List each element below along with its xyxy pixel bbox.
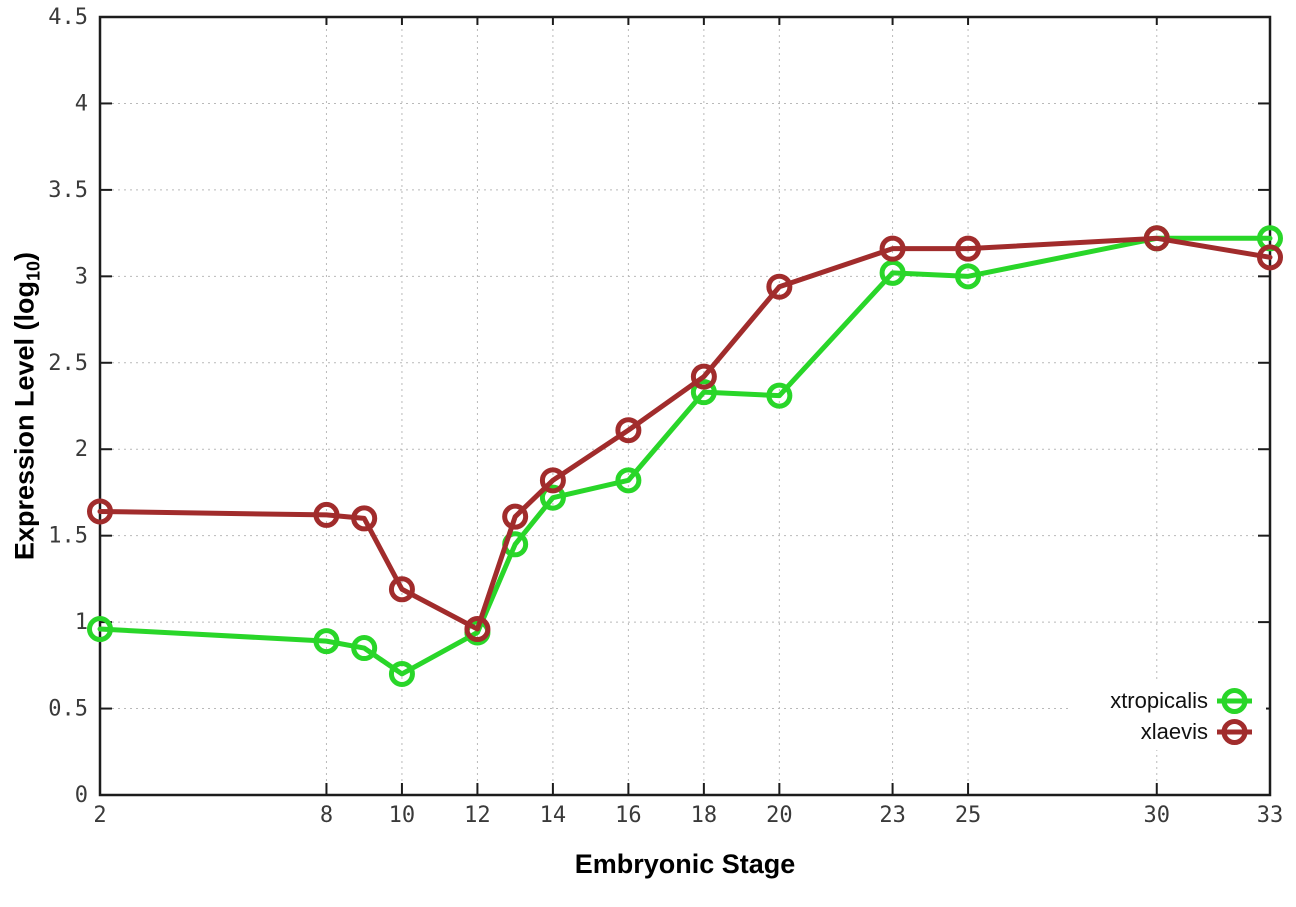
series-xtropicalis [87, 225, 1283, 687]
data-point-xlaevis [690, 363, 717, 390]
x-tick-label: 33 [1257, 803, 1284, 828]
x-tick-label: 12 [464, 803, 491, 828]
data-point-xlaevis [87, 498, 113, 525]
y-tick-label: 3 [75, 264, 88, 289]
legend-point-sample-xtropicalis [1221, 688, 1248, 714]
data-point-xtropicalis [955, 263, 982, 290]
x-tick-label: 8 [320, 803, 333, 828]
x-tick-label: 20 [766, 803, 793, 828]
data-point-xlaevis [539, 467, 566, 494]
data-point-xlaevis [879, 235, 906, 262]
data-point-xlaevis [766, 273, 793, 300]
plot-border [98, 15, 1272, 797]
x-tick-label: 2 [93, 803, 106, 828]
x-tick-label: 14 [540, 803, 567, 828]
y-tick-label: 4 [75, 91, 88, 116]
y-axis-title: Expression Level (log10) [9, 252, 44, 560]
data-point-xlaevis [615, 417, 642, 444]
data-point-xlaevis [351, 505, 378, 532]
data-point-xtropicalis [615, 467, 642, 494]
y-axis-title-text: Expression Level (log [9, 280, 40, 561]
y-tick-label: 0 [75, 783, 88, 808]
data-point-xlaevis [1257, 244, 1283, 271]
data-point-xtropicalis [87, 616, 113, 643]
data-point-xlaevis [502, 503, 529, 530]
data-point-xtropicalis [766, 382, 793, 409]
x-axis-title: Embryonic Stage [574, 849, 796, 879]
x-tick-label: 18 [691, 803, 718, 828]
legend-entry-xlaevis: xlaevis [1141, 719, 1252, 745]
y-tick-label: 1.5 [48, 524, 88, 549]
y-tick-label: 4.5 [48, 5, 88, 30]
legend-label-xtropicalis: xtropicalis [1110, 688, 1208, 713]
data-point-xtropicalis [388, 660, 415, 687]
y-tick-label: 0.5 [48, 697, 88, 722]
data-point-xtropicalis [351, 635, 378, 662]
y-tick-label: 2.5 [48, 351, 88, 376]
data-point-xlaevis [1143, 225, 1170, 252]
x-tick-label: 16 [615, 803, 642, 828]
y-tick-label: 1 [75, 610, 88, 635]
data-point-xtropicalis [539, 484, 566, 511]
data-point-xtropicalis [313, 628, 340, 655]
data-point-xtropicalis [879, 259, 906, 286]
x-tick-label: 23 [879, 803, 906, 828]
legend-background [1072, 682, 1266, 750]
series-line-xlaevis [97, 235, 1273, 632]
x-tick-label: 30 [1144, 803, 1171, 828]
series-xlaevis [87, 225, 1283, 643]
legend-point-sample-xlaevis [1221, 719, 1248, 745]
legend-label-xlaevis: xlaevis [1141, 719, 1208, 744]
y-tick-label: 2 [75, 437, 88, 462]
series-line-xtropicalis [97, 235, 1273, 677]
data-point-xtropicalis [690, 379, 717, 406]
legend-entry-xtropicalis: xtropicalis [1110, 688, 1252, 714]
data-point-xlaevis [464, 616, 491, 643]
data-point-xlaevis [955, 235, 982, 262]
data-point-xlaevis [313, 501, 340, 528]
y-tick-label: 3.5 [48, 178, 88, 203]
x-tick-label: 10 [389, 803, 416, 828]
y-axis-title-close: ) [9, 251, 40, 261]
data-point-xlaevis [388, 576, 415, 603]
legend: xtropicalis xlaevis [1072, 682, 1266, 750]
x-tick-label: 25 [955, 803, 982, 828]
y-axis-title-subscript: 10 [23, 260, 44, 281]
